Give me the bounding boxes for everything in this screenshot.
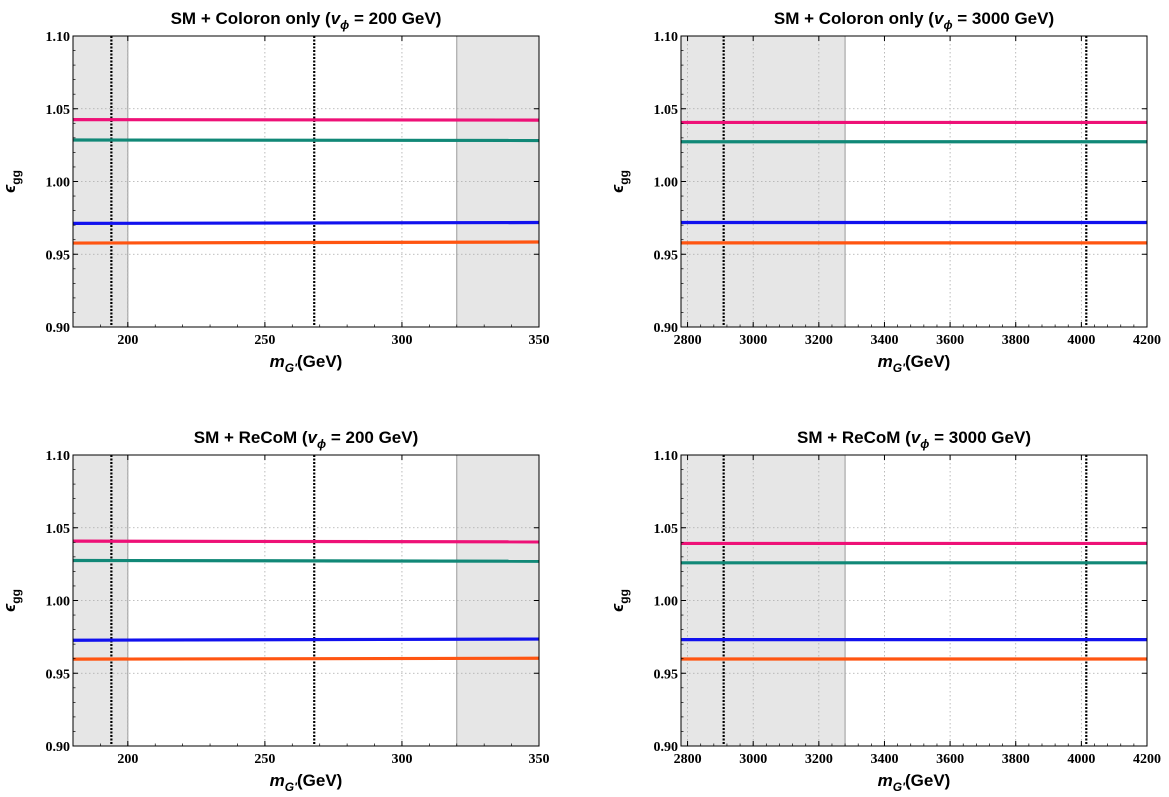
y-tick-label: 1.10 <box>46 449 71 464</box>
y-tick-label: 0.90 <box>654 321 679 336</box>
series-line-3 <box>72 637 540 642</box>
x-tick-label: 200 <box>117 333 138 348</box>
x-tick-label: 3000 <box>739 752 767 767</box>
x-tick-label: 3800 <box>1002 333 1030 348</box>
x-tick-label: 4200 <box>1133 333 1161 348</box>
y-tick-label: 1.10 <box>654 30 679 45</box>
y-tick-label: 1.10 <box>654 449 679 464</box>
y-tick-label: 1.00 <box>654 176 679 191</box>
y-tick-label: 1.05 <box>46 522 71 537</box>
x-tick-label: 350 <box>529 752 550 767</box>
x-tick-label: 3400 <box>870 752 898 767</box>
x-tick-label: 300 <box>391 752 412 767</box>
series-line-2 <box>72 558 540 563</box>
series-line-3 <box>72 220 540 225</box>
y-tick-label: 1.10 <box>46 30 71 45</box>
y-tick-label: 0.90 <box>654 740 679 755</box>
y-tick-label: 1.00 <box>654 595 679 610</box>
x-tick-label: 2800 <box>674 333 702 348</box>
y-axis-label: ϵgg <box>608 589 631 612</box>
x-tick-label: 3200 <box>805 333 833 348</box>
x-tick-label: 2800 <box>674 752 702 767</box>
chart-title: SM + ReCoM (vϕ = 3000 GeV) <box>797 428 1031 451</box>
y-tick-label: 0.95 <box>46 248 71 263</box>
series-line-1 <box>72 539 540 544</box>
x-axis-label: mG'(GeV) <box>270 352 343 375</box>
x-tick-label: 3600 <box>936 752 964 767</box>
x-tick-label: 200 <box>117 752 138 767</box>
y-tick-label: 1.05 <box>46 103 71 118</box>
y-tick-label: 0.95 <box>654 248 679 263</box>
series-line-4 <box>72 656 540 661</box>
y-tick-label: 1.05 <box>654 522 679 537</box>
chart-title: SM + Coloron only (vϕ = 200 GeV) <box>171 9 442 32</box>
y-axis-label: ϵgg <box>0 589 23 612</box>
x-tick-label: 4000 <box>1067 333 1095 348</box>
y-axis-label: ϵgg <box>608 170 631 193</box>
chart-title: SM + Coloron only (vϕ = 3000 GeV) <box>774 9 1054 32</box>
x-tick-label: 3400 <box>870 333 898 348</box>
x-tick-label: 250 <box>254 333 275 348</box>
x-tick-label: 3600 <box>936 333 964 348</box>
y-tick-label: 1.00 <box>46 595 71 610</box>
y-tick-label: 1.00 <box>46 176 71 191</box>
chart-panel-2: 2800 3000 3200 3400 3600 3800 4000 4200 0.90 0.95… <box>608 9 1161 375</box>
x-axis-label: mG'(GeV) <box>270 771 343 794</box>
y-tick-label: 0.90 <box>46 321 71 336</box>
x-tick-label: 4200 <box>1133 752 1161 767</box>
x-tick-label: 3200 <box>805 752 833 767</box>
chart-panel-1: 200 250 300 350 0.90 0.95 1.00 1.05 1.10 SM + Col… <box>0 9 550 375</box>
x-axis-label: mG'(GeV) <box>878 771 951 794</box>
x-tick-label: 3800 <box>1002 752 1030 767</box>
series-line-4 <box>72 240 540 245</box>
chart-panel-4: 2800 3000 3200 3400 3600 3800 4000 4200 0.90 0.95… <box>608 428 1161 794</box>
chart-title: SM + ReCoM (vϕ = 200 GeV) <box>194 428 419 451</box>
chart-panel-3: 200 250 300 350 0.90 0.95 1.00 1.05 1.10 SM + ReC… <box>0 428 550 794</box>
x-tick-label: 3000 <box>739 333 767 348</box>
x-tick-label: 4000 <box>1067 752 1095 767</box>
y-tick-label: 1.05 <box>654 103 679 118</box>
y-tick-label: 0.95 <box>654 667 679 682</box>
x-axis-label: mG'(GeV) <box>878 352 951 375</box>
y-axis-label: ϵgg <box>0 170 23 193</box>
y-tick-label: 0.90 <box>46 740 71 755</box>
x-tick-label: 300 <box>391 333 412 348</box>
x-tick-label: 250 <box>254 752 275 767</box>
x-tick-label: 350 <box>529 333 550 348</box>
y-tick-label: 0.95 <box>46 667 71 682</box>
